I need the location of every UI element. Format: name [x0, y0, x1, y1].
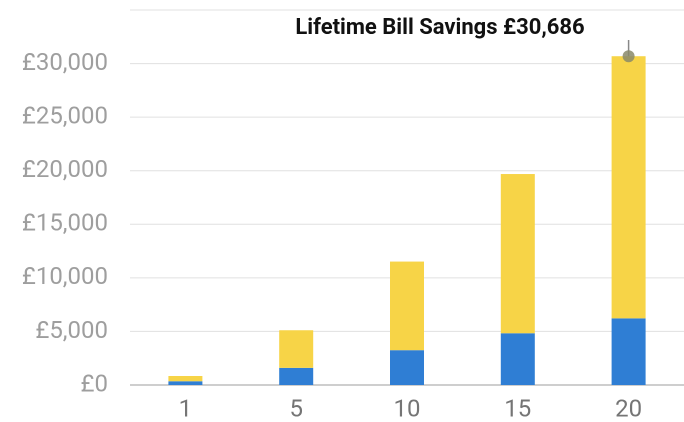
y-tick-label: £20,000 [22, 155, 108, 183]
y-tick-label: £25,000 [22, 101, 108, 129]
annotation: Lifetime Bill Savings £30,686 [295, 15, 584, 40]
x-tick-label: 1 [179, 394, 193, 422]
bar-segment [279, 330, 314, 368]
x-tick-label: 5 [289, 394, 303, 422]
bar-segment [168, 381, 203, 385]
bar-segment [500, 174, 535, 334]
bar-segment [390, 261, 424, 351]
bar-segment [611, 56, 646, 319]
annotation-marker [622, 50, 635, 63]
x-tick-label: 20 [615, 394, 642, 422]
y-tick-label: £5,000 [35, 316, 108, 344]
bar-segment [168, 376, 203, 382]
x-tick-label: 15 [504, 394, 531, 422]
bar-segment [500, 333, 535, 385]
y-tick-label: £15,000 [22, 209, 108, 237]
x-tick-label: 10 [394, 394, 421, 422]
y-tick-label: £10,000 [22, 262, 108, 290]
bar-segment [611, 318, 646, 385]
y-tick-label: £0 [81, 369, 108, 397]
bar-segment [390, 350, 424, 385]
bar-segment [279, 367, 314, 385]
y-tick-label: £30,000 [22, 48, 108, 76]
